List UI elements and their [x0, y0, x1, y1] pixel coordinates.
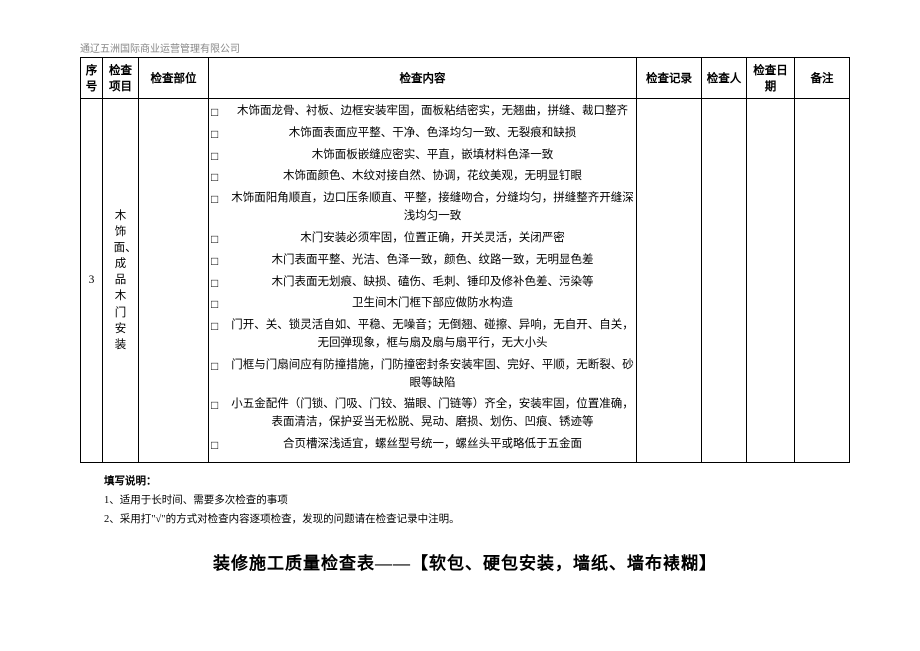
- checklist-item: 合页槽深浅适宜，螺丝型号统一，螺丝头平或略低于五金面: [211, 436, 634, 454]
- checklist-item: 木门表面平整、光洁、色泽一致，颜色、纹路一致，无明显色差: [211, 252, 634, 270]
- cell-record: [637, 99, 702, 463]
- notes-section: 填写说明： 1、适用于长时间、需要多次检查的事项 2、采用打"√"的方式对检查内…: [104, 473, 850, 530]
- header-remark: 备注: [795, 58, 850, 99]
- header-record: 检查记录: [637, 58, 702, 99]
- header-seq: 序号: [81, 58, 103, 99]
- checklist-item: 小五金配件（门锁、门吸、门铰、猫眼、门链等）齐全，安装牢固，位置准确，表面清洁，…: [211, 396, 634, 432]
- item-text: 木饰面、成品木门安装: [114, 208, 128, 353]
- checklist-item: 木饰面颜色、木纹对接自然、协调，花纹美观，无明显钉眼: [211, 168, 634, 186]
- header-item: 检查项目: [103, 58, 139, 99]
- cell-part: [139, 99, 209, 463]
- table-row: 3 木饰面、成品木门安装 木饰面龙骨、衬板、边框安装牢固，面板粘结密实，无翘曲，…: [81, 99, 850, 463]
- checklist-item: 门框与门扇间应有防撞措施，门防撞密封条安装牢固、完好、平顺，无断裂、砂眼等缺陷: [211, 357, 634, 393]
- note-line-1: 1、适用于长时间、需要多次检查的事项: [104, 492, 850, 511]
- checklist-item: 木饰面表面应平整、干净、色泽均匀一致、无裂痕和缺损: [211, 125, 634, 143]
- cell-content: 木饰面龙骨、衬板、边框安装牢固，面板粘结密实，无翘曲，拼缝、裁口整齐木饰面表面应…: [209, 99, 637, 463]
- checklist-item: 木饰面阳角顺直，边口压条顺直、平整，接缝吻合，分缝均匀，拼缝整齐开缝深浅均匀一致: [211, 190, 634, 226]
- checklist-item: 木饰面板嵌缝应密实、平直，嵌填材料色泽一致: [211, 147, 634, 165]
- cell-remark: [795, 99, 850, 463]
- header-part: 检查部位: [139, 58, 209, 99]
- checklist-item: 木饰面龙骨、衬板、边框安装牢固，面板粘结密实，无翘曲，拼缝、裁口整齐: [211, 103, 634, 121]
- company-name: 通辽五洲国际商业运营管理有限公司: [80, 40, 850, 55]
- inspection-table: 序号 检查项目 检查部位 检查内容 检查记录 检查人 检查日期 备注 3 木饰面…: [80, 57, 850, 463]
- checklist-item: 木门表面无划痕、缺损、磕伤、毛刺、锤印及修补色差、污染等: [211, 274, 634, 292]
- checklist-list: 木饰面龙骨、衬板、边框安装牢固，面板粘结密实，无翘曲，拼缝、裁口整齐木饰面表面应…: [211, 103, 634, 454]
- checklist-item: 木门安装必须牢固，位置正确，开关灵活，关闭严密: [211, 230, 634, 248]
- table-header-row: 序号 检查项目 检查部位 检查内容 检查记录 检查人 检查日期 备注: [81, 58, 850, 99]
- cell-inspector: [702, 99, 747, 463]
- header-content: 检查内容: [209, 58, 637, 99]
- checklist-item: 门开、关、锁灵活自如、平稳、无噪音；无倒翘、碰擦、异响，无自开、自关，无回弹现象…: [211, 317, 634, 353]
- notes-title: 填写说明：: [104, 473, 850, 492]
- cell-seq: 3: [81, 99, 103, 463]
- header-inspector: 检查人: [702, 58, 747, 99]
- cell-date: [747, 99, 795, 463]
- note-line-2: 2、采用打"√"的方式对检查内容逐项检查，发现的问题请在检查记录中注明。: [104, 511, 850, 530]
- header-date: 检查日期: [747, 58, 795, 99]
- checklist-item: 卫生间木门框下部应做防水构造: [211, 295, 634, 313]
- cell-item: 木饰面、成品木门安装: [103, 99, 139, 463]
- document-page: 通辽五洲国际商业运营管理有限公司 序号 检查项目 检查部位 检查内容 检查记录 …: [0, 0, 920, 651]
- section-title: 装修施工质量检查表——【软包、硬包安装，墙纸、墙布裱糊】: [80, 549, 850, 574]
